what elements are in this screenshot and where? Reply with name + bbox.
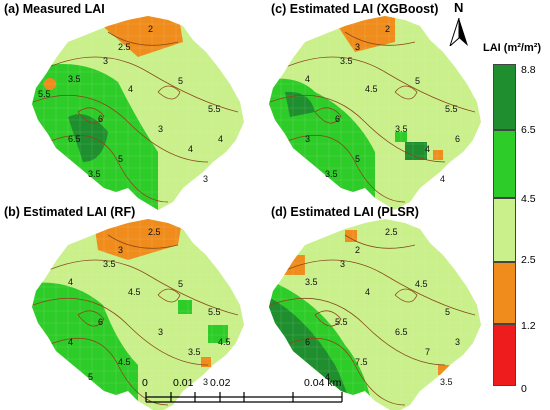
contour-label: 7 — [425, 347, 430, 357]
contour-label: 3 — [355, 42, 360, 52]
scale-bar — [145, 392, 343, 403]
contour-label: 3.5 — [68, 74, 81, 84]
contour-label: 3 — [203, 377, 208, 387]
contour-label: 4 — [425, 144, 430, 154]
contour-label: 4 — [128, 84, 133, 94]
contour-label: 5 — [178, 76, 183, 86]
contour-label: 3.5 — [340, 56, 353, 66]
contour-label: 6 — [98, 317, 103, 327]
legend-title: LAI (m²/m²) — [483, 42, 542, 54]
contour-label: 5 — [118, 154, 123, 164]
contour-label: 4 — [218, 134, 223, 144]
legend-tick: 8.8 — [521, 64, 536, 76]
contour-label: 3 — [118, 245, 123, 255]
contour-label: 5.5 — [38, 89, 51, 99]
contour-label: 5.5 — [445, 104, 458, 114]
contour-label: 5.5 — [335, 317, 348, 327]
contour-label: 3 — [340, 259, 345, 269]
north-label: N — [454, 0, 464, 15]
legend-class-1 — [493, 64, 516, 130]
contour-label: 4 — [325, 372, 330, 382]
contour-label: 3.5 — [103, 259, 116, 269]
contour-label: 5 — [445, 307, 450, 317]
legend-class-4 — [493, 262, 516, 324]
legend-tick: 4.5 — [521, 193, 536, 205]
contour-label: 2 — [385, 24, 390, 34]
contour-label: 6 — [98, 114, 103, 124]
contour-label: 3.5 — [440, 377, 453, 387]
contour-label: 3 — [158, 327, 163, 337]
scale-label: 0.01 — [173, 377, 194, 389]
panel-title-b: (b) Estimated LAI (RF) — [4, 205, 136, 219]
contour-label: 4.5 — [218, 337, 231, 347]
legend-tick: 0 — [521, 383, 527, 395]
contour-label: 5.5 — [208, 307, 221, 317]
contour-label: 6 — [335, 114, 340, 124]
legend-tick: 2.5 — [521, 254, 536, 266]
contour-label: 7.5 — [355, 357, 368, 367]
contour-label: 5 — [415, 76, 420, 86]
scale-label: 0 — [142, 377, 148, 389]
contour-label: 2.5 — [118, 42, 131, 52]
contour-label: 2 — [355, 245, 360, 255]
panel-title-c: (c) Estimated LAI (XGBoost) — [271, 2, 439, 16]
contour-label: 4.5 — [128, 287, 141, 297]
contour-label: 4 — [68, 337, 73, 347]
contour-label: 5.5 — [208, 104, 221, 114]
contour-label: 4 — [188, 144, 193, 154]
contour-label: 5 — [355, 154, 360, 164]
scale-label: 0.02 — [210, 377, 231, 389]
contour-label: 5 — [88, 372, 93, 382]
map-panel-a: 2 2.5 3 3.5 4 5 5.5 6 6.5 3 4 5 3.5 3 4 5.5 — [32, 16, 244, 210]
legend-tick: 6.5 — [521, 124, 536, 136]
contour-label: 3 — [203, 174, 208, 184]
contour-label: 6.5 — [395, 327, 408, 337]
contour-label: 3 — [305, 134, 310, 144]
contour-label: 6 — [455, 134, 460, 144]
contour-label: 4.5 — [118, 357, 131, 367]
contour-label: 3.5 — [88, 169, 101, 179]
panel-title-d: (d) Estimated LAI (PLSR) — [271, 205, 419, 219]
scale-label: 0.04 km — [304, 377, 342, 389]
legend-class-3 — [493, 198, 516, 262]
contour-label: 4.5 — [415, 279, 428, 289]
contour-label: 4 — [305, 74, 310, 84]
contour-label: 4 — [440, 174, 445, 184]
contour-label: 4 — [68, 277, 73, 287]
contour-label: 4 — [365, 287, 370, 297]
contour-label: 2.5 — [148, 227, 161, 237]
contour-label: 6 — [305, 337, 310, 347]
north-arrow-icon — [449, 17, 468, 46]
contour-label: 3 — [455, 337, 460, 347]
legend-class-2 — [493, 130, 516, 198]
contour-label: 3.5 — [325, 169, 338, 179]
panel-title-a: (a) Measured LAI — [4, 2, 105, 16]
contour-label: 6.5 — [68, 134, 81, 144]
contour-label: 3.5 — [188, 347, 201, 357]
contour-label: 3.5 — [305, 277, 318, 287]
contour-label: 4.5 — [365, 84, 378, 94]
contour-label: 2 — [148, 24, 153, 34]
contour-label: 3.5 — [395, 124, 408, 134]
contour-label: 2.5 — [385, 227, 398, 237]
contour-label: 3 — [103, 56, 108, 66]
contour-label: 5 — [178, 279, 183, 289]
legend-class-5 — [493, 324, 516, 386]
legend-tick: 1.2 — [521, 320, 536, 332]
contour-label: 3 — [158, 124, 163, 134]
